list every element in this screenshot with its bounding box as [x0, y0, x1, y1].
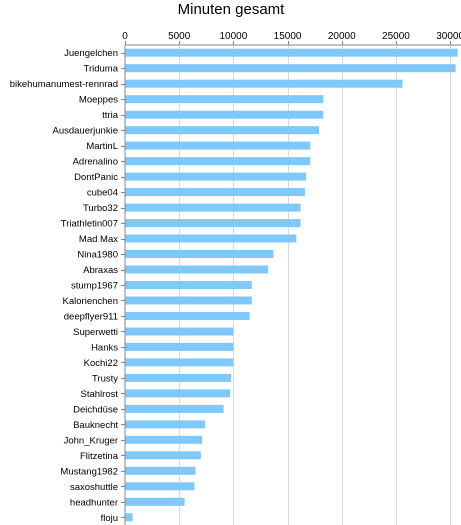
- x-tick-label: 25000: [382, 31, 410, 42]
- bar: [125, 420, 206, 429]
- category-label: cube04: [87, 188, 118, 199]
- bar: [125, 95, 324, 104]
- bar: [125, 234, 297, 243]
- bar: [125, 312, 250, 320]
- bar: [125, 203, 301, 212]
- bar: [125, 389, 231, 398]
- x-tick-label: 5000: [168, 31, 191, 42]
- bar: [125, 48, 458, 57]
- category-label: Ausdauerjunkie: [53, 126, 119, 137]
- bar: [125, 172, 306, 181]
- category-label: Bauknecht: [73, 420, 118, 431]
- bar: [125, 265, 269, 274]
- category-labels: Juengelchen Triduma bikehumanumest-rennrad…: [10, 48, 125, 524]
- category-label: Kalorienchen: [63, 296, 118, 307]
- category-label: bikehumanumest-rennrad: [10, 79, 118, 90]
- x-tick-label: 10000: [219, 31, 247, 42]
- bar: [125, 482, 195, 491]
- bar: [125, 250, 274, 258]
- bar: [125, 435, 202, 444]
- bar: [125, 296, 252, 305]
- category-label: Triathletin007: [61, 219, 118, 230]
- bar: [125, 126, 319, 135]
- category-label: Deichdüse: [73, 404, 118, 415]
- bar: [125, 404, 224, 413]
- bar: [125, 497, 185, 506]
- category-label: Turbo32: [83, 203, 118, 214]
- category-label: Hanks: [91, 342, 118, 353]
- bar: [125, 281, 252, 289]
- x-axis-ticks: 0 5000 10000 15000 20000 25000 30000: [122, 31, 461, 45]
- category-label: stump1967: [71, 281, 118, 292]
- bar: [125, 188, 305, 197]
- bar: [125, 513, 133, 522]
- x-tick-label: 30000: [436, 31, 461, 42]
- category-label: Triduma: [84, 64, 119, 75]
- bar: [125, 466, 196, 475]
- category-label: Mad Max: [79, 234, 118, 245]
- category-label: deepflyer911: [64, 312, 118, 323]
- x-tick-label: 15000: [274, 31, 302, 42]
- category-label: Adrenalino: [73, 157, 118, 168]
- category-label: Trusty: [92, 373, 118, 384]
- bar: [125, 219, 301, 228]
- category-label: Abraxas: [83, 265, 118, 276]
- category-label: Flitzetina: [80, 451, 119, 462]
- category-label: Kochi22: [84, 358, 118, 369]
- category-label: Superwetti: [73, 327, 118, 338]
- bar: [125, 64, 456, 73]
- bar: [125, 141, 311, 150]
- bars: [125, 48, 458, 522]
- category-label: Nina1980: [77, 250, 118, 261]
- bar: [125, 342, 234, 351]
- chart-title: Minuten gesamt: [178, 1, 286, 18]
- category-label: John_Kruger: [64, 435, 118, 446]
- category-label: headhunter: [70, 497, 118, 508]
- category-label: Stahlrost: [81, 389, 119, 400]
- x-tick-label: 0: [122, 31, 128, 42]
- category-label: saxoshuttle: [70, 482, 118, 493]
- category-label: DontPanic: [74, 172, 118, 183]
- category-label: Moeppes: [79, 95, 118, 106]
- x-tick-label: 20000: [328, 31, 356, 42]
- bar: [125, 79, 403, 88]
- bar: [125, 157, 311, 166]
- bar: [125, 110, 324, 119]
- gridlines: [179, 45, 451, 525]
- bar: [125, 327, 234, 336]
- category-label: Mustang1982: [60, 466, 118, 477]
- bar: [125, 451, 201, 460]
- category-label: ttria: [102, 110, 119, 121]
- category-label: floju: [101, 513, 118, 524]
- bar: [125, 358, 234, 367]
- category-label: MartinL: [86, 141, 118, 152]
- bar: [125, 373, 232, 382]
- category-label: Juengelchen: [64, 48, 118, 59]
